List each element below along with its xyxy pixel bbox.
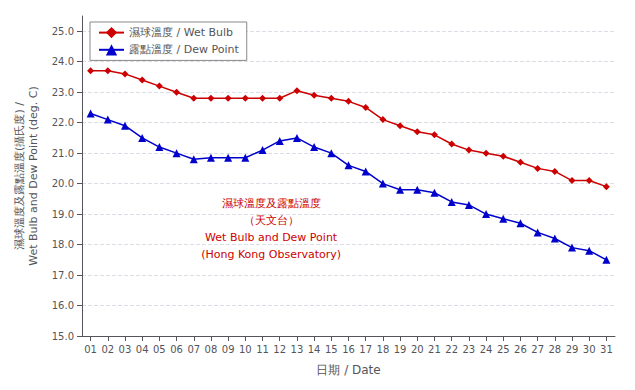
svg-text:22: 22 [445,344,458,355]
svg-text:27: 27 [531,344,544,355]
svg-text:04: 04 [136,344,149,355]
svg-text:Wet Bulb and Dew Point: Wet Bulb and Dew Point [205,231,338,244]
svg-text:03: 03 [119,344,132,355]
svg-text:17.0: 17.0 [52,270,74,281]
svg-text:17: 17 [359,344,372,355]
svg-text:29: 29 [566,344,579,355]
svg-text:25.0: 25.0 [52,26,74,37]
svg-text:15.0: 15.0 [52,331,74,342]
svg-text:28: 28 [548,344,561,355]
svg-text:10: 10 [239,344,252,355]
svg-text:Wet Bulb and Dew Point (deg. C: Wet Bulb and Dew Point (deg. C) [27,86,40,266]
svg-text:濕球溫度及露點溫度(攝氏度) /: 濕球溫度及露點溫度(攝氏度) / [13,102,26,250]
svg-text:19: 19 [394,344,407,355]
svg-text:12: 12 [273,344,286,355]
svg-text:23.0: 23.0 [52,87,74,98]
svg-text:16: 16 [342,344,355,355]
svg-text:21.0: 21.0 [52,148,74,159]
svg-text:26: 26 [514,344,527,355]
svg-text:09: 09 [222,344,235,355]
svg-text:21: 21 [428,344,441,355]
svg-text:23: 23 [462,344,475,355]
svg-text:18: 18 [377,344,390,355]
svg-text:18.0: 18.0 [52,239,74,250]
svg-text:15: 15 [325,344,338,355]
svg-text:濕球溫度 / Wet Bulb: 濕球溫度 / Wet Bulb [129,26,233,39]
svg-text:25: 25 [497,344,510,355]
svg-text:24: 24 [480,344,493,355]
svg-text:日期 / Date: 日期 / Date [316,363,380,377]
svg-text:07: 07 [187,344,200,355]
svg-text:11: 11 [256,344,269,355]
svg-text:濕球溫度及露點溫度: 濕球溫度及露點溫度 [222,197,321,210]
svg-text:24.0: 24.0 [52,56,74,67]
svg-text:16.0: 16.0 [52,300,74,311]
svg-text:20: 20 [411,344,424,355]
svg-text:05: 05 [153,344,166,355]
svg-text:06: 06 [170,344,183,355]
svg-text:01: 01 [84,344,97,355]
svg-text:13: 13 [291,344,304,355]
svg-text:31: 31 [600,344,613,355]
svg-text:(Hong Kong Observatory): (Hong Kong Observatory) [201,248,341,261]
svg-text:30: 30 [583,344,596,355]
svg-text:20.0: 20.0 [52,178,74,189]
svg-text:08: 08 [205,344,218,355]
svg-text:（天文台）: （天文台） [244,214,299,227]
svg-text:02: 02 [101,344,114,355]
svg-text:22.0: 22.0 [52,117,74,128]
svg-text:露點溫度 / Dew Point: 露點溫度 / Dew Point [129,43,239,56]
svg-text:19.0: 19.0 [52,209,74,220]
svg-text:14: 14 [308,344,321,355]
